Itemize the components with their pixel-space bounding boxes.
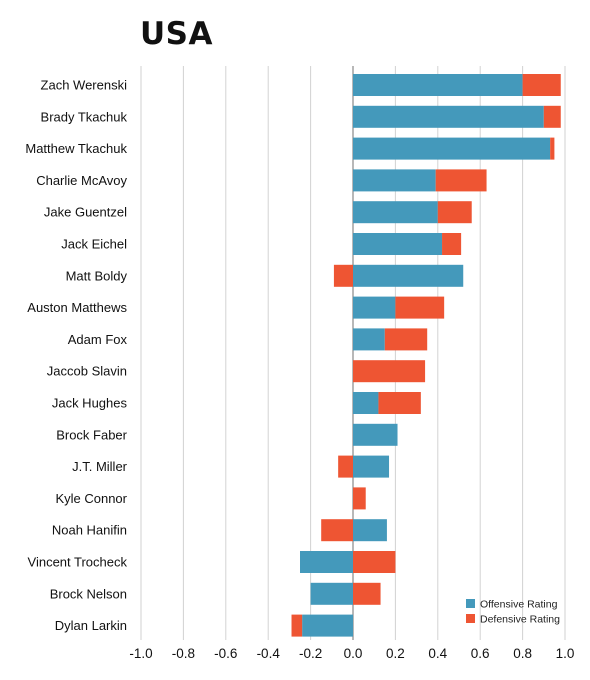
legend-label: Offensive Rating xyxy=(480,599,558,611)
y-label: Noah Hanifin xyxy=(52,523,127,538)
offensive-bar xyxy=(302,614,353,637)
defensive-bar xyxy=(435,169,487,192)
chart-title: USA xyxy=(140,16,213,52)
offensive-bar xyxy=(353,137,551,160)
x-tick-label: -0.6 xyxy=(214,646,237,661)
y-label: Jaccob Slavin xyxy=(47,364,127,379)
x-tick-label: 0.6 xyxy=(471,646,490,661)
x-tick-label: 0.8 xyxy=(513,646,532,661)
defensive-bar xyxy=(338,455,353,478)
defensive-bar xyxy=(522,74,561,96)
offensive-bar xyxy=(300,551,353,573)
x-tick-label: 0.2 xyxy=(386,646,405,661)
y-label: Kyle Connor xyxy=(55,491,127,506)
y-label: Matt Boldy xyxy=(66,268,128,283)
defensive-bar xyxy=(378,392,421,414)
y-axis-labels: Zach Werenski Brady Tkachuk Matthew Tkachu… xyxy=(25,78,127,634)
x-tick-label: -0.8 xyxy=(172,646,195,661)
defensive-bar xyxy=(550,137,555,160)
y-label: J.T. Miller xyxy=(72,459,128,474)
legend: Offensive Rating Defensive Rating xyxy=(466,599,560,626)
x-tick-label: -0.2 xyxy=(299,646,322,661)
defensive-bar xyxy=(543,105,561,128)
y-label: Jack Eichel xyxy=(61,237,127,252)
bars xyxy=(291,74,561,637)
defensive-bar xyxy=(291,614,303,637)
grid-lines xyxy=(140,66,566,640)
y-label: Matthew Tkachuk xyxy=(25,141,127,156)
legend-swatch xyxy=(466,614,475,623)
defensive-bar xyxy=(442,233,462,255)
offensive-bar xyxy=(353,423,398,446)
x-tick-label: -0.4 xyxy=(257,646,281,661)
defensive-bar xyxy=(437,201,472,224)
defensive-bar xyxy=(353,487,366,510)
defensive-bar xyxy=(384,328,428,351)
x-tick-label: 0.4 xyxy=(428,646,447,661)
offensive-bar xyxy=(353,105,544,128)
offensive-bar xyxy=(353,328,385,351)
offensive-bar xyxy=(353,455,390,478)
offensive-bar xyxy=(310,582,353,605)
y-label: Brock Faber xyxy=(56,427,127,442)
offensive-bar xyxy=(353,201,438,224)
offensive-bar xyxy=(353,264,464,287)
y-label: Vincent Trocheck xyxy=(28,555,128,570)
x-tick-label: 1.0 xyxy=(556,646,575,661)
offensive-bar xyxy=(353,392,379,414)
y-label: Jack Hughes xyxy=(52,396,128,411)
y-label: Jake Guentzel xyxy=(44,205,127,220)
y-label: Dylan Larkin xyxy=(55,618,127,633)
legend-label: Defensive Rating xyxy=(480,614,560,626)
y-label: Auston Matthews xyxy=(27,300,127,315)
defensive-bar xyxy=(333,264,353,287)
y-label: Adam Fox xyxy=(68,332,128,347)
defensive-bar xyxy=(395,296,445,319)
offensive-bar xyxy=(353,74,523,96)
legend-swatch xyxy=(466,599,475,608)
defensive-bar xyxy=(353,360,426,383)
x-tick-label: -1.0 xyxy=(129,646,152,661)
offensive-bar xyxy=(353,169,436,192)
defensive-bar xyxy=(353,582,381,605)
x-axis-ticks: -1.0 -0.8 -0.6 -0.4 -0.2 0.0 0.2 0.4 0.6 0.8 1.0 xyxy=(129,646,574,661)
offensive-bar xyxy=(353,233,443,255)
y-label: Brock Nelson xyxy=(50,586,127,601)
offensive-bar xyxy=(353,296,396,319)
x-tick-label: 0.0 xyxy=(344,646,363,661)
y-label: Brady Tkachuk xyxy=(41,109,128,124)
defensive-bar xyxy=(353,551,396,573)
offensive-bar xyxy=(353,519,387,542)
y-label: Charlie McAvoy xyxy=(36,173,127,188)
y-label: Zach Werenski xyxy=(41,78,128,93)
defensive-bar xyxy=(321,519,353,542)
